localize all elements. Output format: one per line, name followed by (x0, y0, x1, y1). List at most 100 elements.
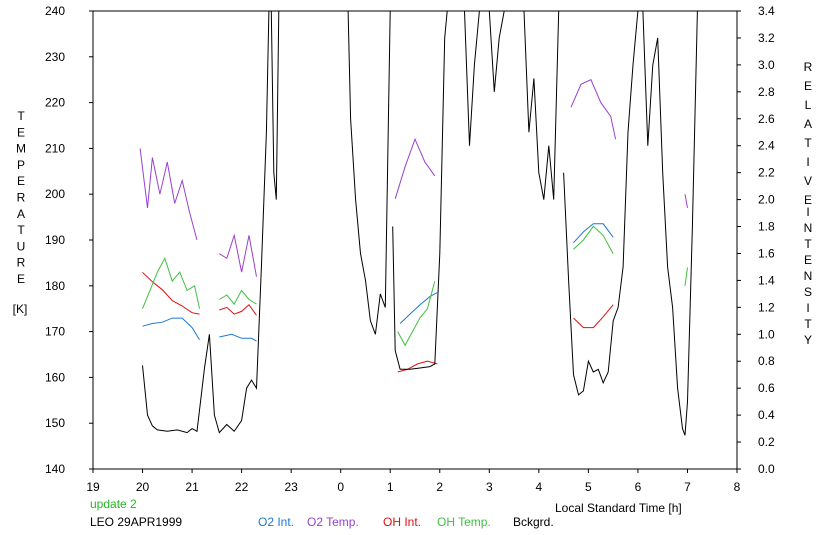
x-tick-label: 3 (486, 480, 493, 494)
x-tick-label: 0 (337, 480, 344, 494)
series-line (219, 289, 257, 305)
left-tick-label: 190 (45, 233, 65, 247)
series-line (142, 11, 270, 434)
series-line (488, 11, 505, 92)
right-tick-label: 1.8 (758, 220, 775, 234)
x-tick-label: 19 (86, 480, 100, 494)
series-line (142, 257, 200, 309)
right-axis-letter: Y (804, 333, 812, 347)
right-axis-letter: E (804, 253, 812, 267)
right-tick-label: 0.0 (758, 462, 775, 476)
left-tick-label: 170 (45, 325, 65, 339)
left-tick-label: 140 (45, 462, 65, 476)
right-axis-letter: T (804, 317, 812, 331)
plot-lines (139, 11, 698, 436)
series-line (397, 360, 438, 373)
series-line (142, 317, 200, 340)
series-line (139, 148, 198, 241)
series-line (392, 11, 448, 370)
series-line (570, 79, 617, 140)
series-line (219, 303, 257, 316)
right-axis-letter: I (806, 155, 809, 169)
right-tick-label: 3.0 (758, 58, 775, 72)
left-axis-letter: U (17, 239, 26, 253)
left-axis-letter: E (17, 272, 25, 286)
series-line (642, 11, 698, 436)
series-line (563, 11, 639, 396)
right-tick-label: 1.2 (758, 300, 775, 314)
right-tick-label: 1.4 (758, 273, 775, 287)
x-tick-label: 20 (136, 480, 150, 494)
left-axis-letter: T (17, 223, 25, 237)
series-line (270, 11, 280, 200)
right-tick-label: 0.2 (758, 435, 775, 449)
right-tick-label: 3.2 (758, 31, 775, 45)
site-date-label: LEO 29APR1999 (90, 515, 183, 529)
right-axis-letter: T (804, 136, 812, 150)
x-tick-label: 5 (585, 480, 592, 494)
right-tick-label: 1.0 (758, 327, 775, 341)
right-axis-letter: S (804, 285, 812, 299)
x-tick-label: 4 (536, 480, 543, 494)
right-axis-letter: V (804, 174, 812, 188)
x-tick-label: 23 (284, 480, 298, 494)
left-axis-letter: E (17, 174, 25, 188)
series-line (347, 11, 391, 335)
right-axis-letter: N (804, 221, 813, 235)
right-tick-label: 2.4 (758, 139, 775, 153)
right-tick-label: 0.6 (758, 381, 775, 395)
left-tick-label: 180 (45, 279, 65, 293)
left-axis-letter: E (17, 125, 25, 139)
x-tick-label: 8 (734, 480, 741, 494)
update-label: update 2 (90, 497, 137, 511)
series-line (684, 267, 688, 286)
series-line (394, 137, 436, 199)
left-tick-label: 200 (45, 187, 65, 201)
left-axis-letter: A (17, 207, 25, 221)
left-axis-letter: M (16, 142, 26, 156)
left-axis-letter: P (17, 158, 25, 172)
right-axis-letter: I (806, 205, 809, 219)
left-tick-label: 150 (45, 416, 65, 430)
right-axis-letter: A (804, 117, 812, 131)
left-axis-letter: T (17, 109, 25, 123)
left-tick-label: 220 (45, 96, 65, 110)
left-axis-letter: R (17, 256, 26, 270)
right-tick-label: 2.0 (758, 193, 775, 207)
right-tick-label: 3.4 (758, 4, 775, 18)
right-tick-label: 1.6 (758, 246, 775, 260)
x-tick-label: 6 (635, 480, 642, 494)
left-tick-label: 230 (45, 50, 65, 64)
series-line (464, 11, 480, 146)
series-line (399, 292, 438, 324)
x-tick-label: 1 (387, 480, 394, 494)
legend-item: OH Temp. (437, 515, 491, 529)
right-axis-letter: T (804, 237, 812, 251)
left-tick-label: 210 (45, 141, 65, 155)
legend-item: OH Int. (383, 515, 422, 529)
x-axis-label: Local Standard Time [h] (555, 501, 682, 515)
series-line (573, 304, 614, 329)
right-axis-letter: L (805, 98, 812, 112)
right-tick-label: 0.4 (758, 408, 775, 422)
right-axis-letter: I (806, 301, 809, 315)
legend-item: Bckgrd. (513, 515, 554, 529)
legend-item: O2 Int. (258, 515, 295, 529)
series-line (142, 271, 200, 315)
axes: 1401501601701801902002102202302400.00.20… (45, 4, 775, 494)
series-line (219, 233, 257, 277)
series-line (684, 194, 688, 208)
series-line (219, 333, 257, 342)
right-tick-label: 2.6 (758, 112, 775, 126)
right-tick-label: 0.8 (758, 354, 775, 368)
left-axis-unit: [K] (13, 302, 28, 316)
series-line (573, 225, 614, 254)
x-tick-label: 22 (235, 480, 249, 494)
x-tick-label: 7 (684, 480, 691, 494)
x-tick-label: 2 (436, 480, 443, 494)
left-tick-label: 160 (45, 370, 65, 384)
left-tick-label: 240 (45, 4, 65, 18)
right-axis-letter: E (804, 193, 812, 207)
